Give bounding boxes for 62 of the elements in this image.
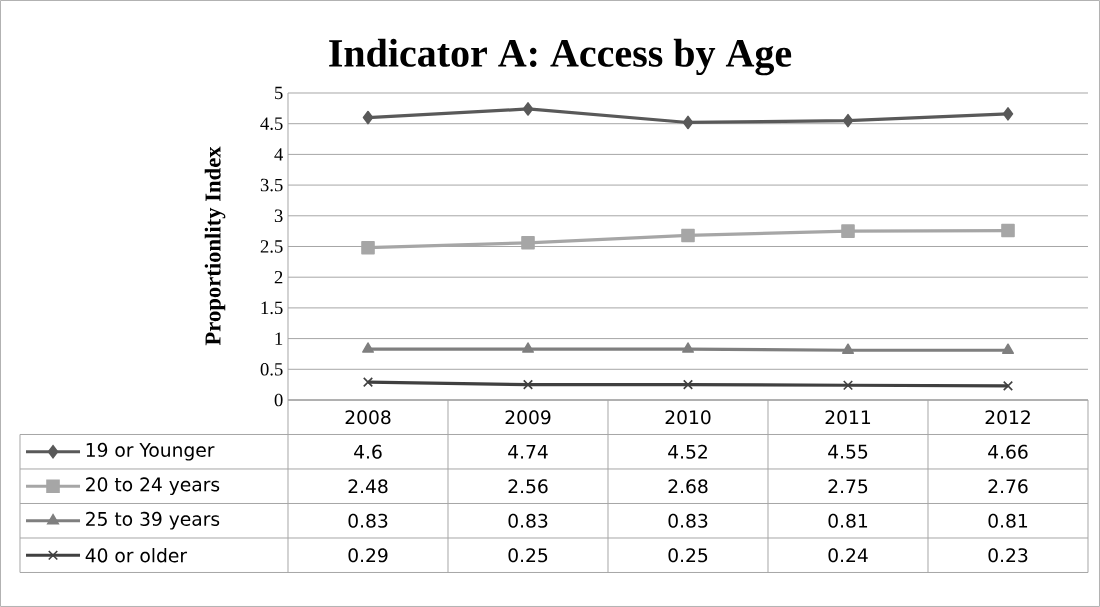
y-tick-label: 3 [274, 209, 283, 223]
y-tick-label: 1 [275, 332, 283, 345]
point [1002, 343, 1014, 355]
x-tick-label: 2008 [345, 410, 391, 425]
point [841, 224, 855, 238]
data-label: 0.83 [508, 513, 548, 528]
chart-title: Indicator A: Access by Age [329, 38, 792, 76]
data-label: 4.74 [508, 444, 548, 459]
data-label: 0.24 [828, 548, 868, 563]
y-axis-title: Proportionlity Index [204, 146, 226, 346]
point [522, 379, 534, 390]
legend-label: 25 to 39 years [86, 511, 220, 530]
x-tick-label: 2011 [825, 410, 871, 425]
point [1002, 107, 1014, 121]
x-tick-label: 2012 [985, 410, 1030, 425]
legend-label: 19 or Younger [86, 442, 215, 461]
data-label: 0.23 [988, 548, 1028, 563]
data-label: 2.68 [668, 479, 708, 494]
point [1001, 223, 1015, 238]
point [682, 379, 694, 390]
y-tick-label: 2.5 [260, 240, 283, 253]
data-label: 0.25 [668, 548, 708, 563]
point [842, 380, 854, 391]
y-tick-label: 4 [274, 148, 284, 161]
data-label: 0.83 [668, 513, 708, 528]
point [362, 110, 374, 125]
point [521, 236, 535, 250]
point [362, 342, 374, 353]
legend-label: 20 to 24 years [86, 477, 220, 496]
y-tick-label: 2 [274, 271, 283, 284]
point [682, 342, 694, 353]
y-tick-label: 0.5 [260, 362, 283, 376]
point [361, 240, 375, 255]
x-tick-label: 2010 [665, 410, 711, 425]
point [362, 377, 374, 388]
data-label: 4.66 [988, 444, 1028, 459]
data-label: 0.29 [348, 548, 388, 563]
point [842, 113, 854, 128]
y-tick-label: 5 [275, 86, 283, 100]
data-label: 2.75 [828, 479, 868, 494]
point [682, 115, 694, 130]
point [522, 342, 534, 353]
data-label: 0.83 [348, 513, 388, 528]
y-tick-label: 0 [274, 393, 283, 407]
y-tick-label: 3.5 [260, 178, 283, 192]
point [842, 343, 854, 355]
data-label: 0.81 [828, 513, 868, 528]
data-label: 4.6 [354, 444, 382, 459]
data-label: 2.48 [348, 479, 388, 494]
point [681, 228, 695, 243]
y-tick-label: 4.5 [260, 117, 283, 130]
data-label: 4.55 [828, 444, 868, 459]
data-label: 2.76 [988, 479, 1028, 494]
data-label: 2.56 [508, 479, 548, 494]
data-label: 0.25 [508, 548, 548, 563]
data-label: 0.81 [988, 513, 1028, 528]
y-tick-label: 1.5 [261, 301, 283, 315]
legend-label: 40 or older [85, 548, 188, 563]
x-tick-label: 2009 [505, 410, 551, 425]
data-label: 4.52 [668, 444, 707, 459]
point [1002, 380, 1014, 391]
point [522, 102, 534, 116]
